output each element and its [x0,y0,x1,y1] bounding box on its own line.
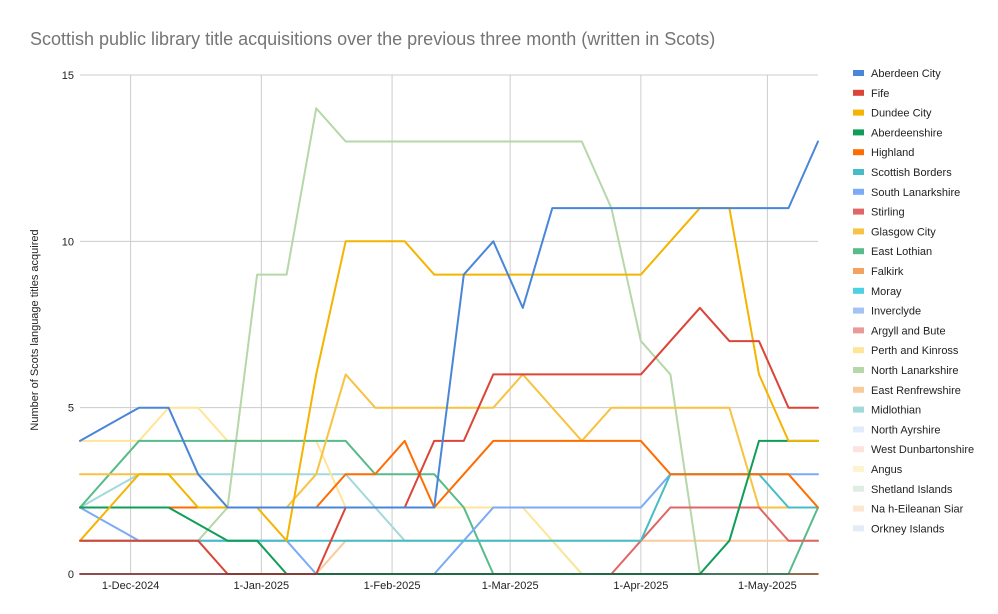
series-line-fife [79,306,819,575]
legend-item[interactable]: Glasgow City [853,226,936,238]
legend-swatch [853,89,864,96]
legend-swatch [853,367,864,373]
legend-item[interactable]: Argyll and Bute [853,325,946,337]
legend-label: East Renfrewshire [871,385,961,397]
legend-item[interactable]: Dundee City [853,108,932,120]
axes: 0 5 10 15 1-Dec-2024 1-Jan-2025 1-Feb-2025 1-Ma… [62,70,818,592]
legend-label: West Dunbartonshire [871,444,974,456]
legend-label: East Lothian [871,246,932,258]
legend-label: Argyll and Bute [871,325,946,337]
series-line-dundee-city [79,207,819,542]
legend-item[interactable]: East Renfrewshire [853,385,961,397]
y-tick-label: 10 [62,236,74,248]
y-tick-label: 5 [68,403,74,415]
legend-label: North Ayrshire [871,424,941,436]
legend-label: Na h-Eileanan Siar [871,504,964,516]
legend-item[interactable]: West Dunbartonshire [853,444,974,456]
legend-item[interactable]: Aberdeen City [853,68,941,80]
x-tick-label: 1-Dec-2024 [102,580,159,592]
legend-label: Midlothian [871,405,921,417]
x-tick-label: 1-Apr-2025 [613,580,668,592]
legend-label: Dundee City [871,108,932,120]
legend-label: Glasgow City [871,226,936,238]
legend-item[interactable]: Inverclyde [853,306,921,318]
legend-swatch [853,525,864,532]
chart-title: Scottish public library title acquisitio… [30,29,715,49]
legend-label: Angus [871,464,903,476]
legend-item[interactable]: Na h-Eileanan Siar [853,504,964,516]
legend-swatch [853,129,864,136]
legend-swatch [853,70,864,76]
legend-item[interactable]: North Ayrshire [853,424,941,436]
legend-label: Moray [871,286,902,298]
legend-item[interactable]: South Lanarkshire [853,187,960,199]
legend-label: Shetland Islands [871,484,953,496]
legend-item[interactable]: Falkirk [853,266,904,278]
legend-swatch [853,406,864,413]
legend-item[interactable]: North Lanarkshire [853,365,958,377]
legend-label: Fife [871,88,889,100]
series-line-aberdeen-city [79,140,819,509]
legend-swatch [853,426,864,433]
y-tick-label: 0 [68,569,74,581]
legend-label: South Lanarkshire [871,187,960,199]
legend-item[interactable]: Midlothian [853,405,921,417]
legend-item[interactable]: Orkney Islands [853,523,945,535]
series-line-midlothian [79,473,819,575]
legend-swatch [853,347,864,354]
legend-swatch [853,485,864,492]
series-lines [79,107,819,575]
legend-label: Aberdeenshire [871,127,943,139]
legend-label: Aberdeen City [871,68,941,80]
legend-item[interactable]: Stirling [853,207,905,219]
legend-item[interactable]: Scottish Borders [853,167,952,179]
legend-label: Orkney Islands [871,523,945,535]
legend-swatch [853,149,864,156]
legend-label: Falkirk [871,266,904,278]
legend-label: North Lanarkshire [871,365,958,377]
legend-label: Perth and Kinross [871,345,959,357]
legend-swatch [853,287,864,294]
y-tick-label: 15 [62,70,74,82]
legend-item[interactable]: Angus [853,464,903,476]
legend-item[interactable]: Shetland Islands [853,484,953,496]
legend-swatch [853,228,864,235]
legend-item[interactable]: Highland [853,147,914,159]
legend-item[interactable]: Aberdeenshire [853,127,943,139]
legend-item[interactable]: Fife [853,88,889,100]
legend-swatch [853,248,864,255]
legend-label: Scottish Borders [871,167,952,179]
series-line-south-lanarkshire [79,473,819,575]
x-tick-label: 1-Mar-2025 [482,580,539,592]
legend-label: Stirling [871,207,905,219]
legend-item[interactable]: East Lothian [853,246,932,258]
legend-swatch [853,109,864,116]
y-axis-label: Number of Scots language titles acquired [29,229,41,430]
legend-swatch [853,268,864,274]
legend-swatch [853,466,864,472]
legend-item[interactable]: Moray [853,286,902,298]
legend-label: Highland [871,147,914,159]
x-tick-label: 1-Jan-2025 [234,580,290,592]
legend-swatch [853,307,864,314]
legend-swatch [853,169,864,175]
legend-item[interactable]: Perth and Kinross [853,345,959,357]
legend-swatch [853,188,864,195]
x-tick-label: 1-Feb-2025 [364,580,421,592]
legend[interactable]: Aberdeen City Fife Dundee City Aberdeenshir… [853,68,974,535]
x-tick-label: 1-May-2025 [738,580,797,592]
legend-swatch [853,386,864,393]
series-line-north-lanarkshire [79,107,819,575]
legend-swatch [853,208,864,215]
gridlines [80,74,818,574]
legend-label: Inverclyde [871,306,921,318]
legend-swatch [853,327,864,334]
legend-swatch [853,505,864,512]
legend-swatch [853,446,864,453]
